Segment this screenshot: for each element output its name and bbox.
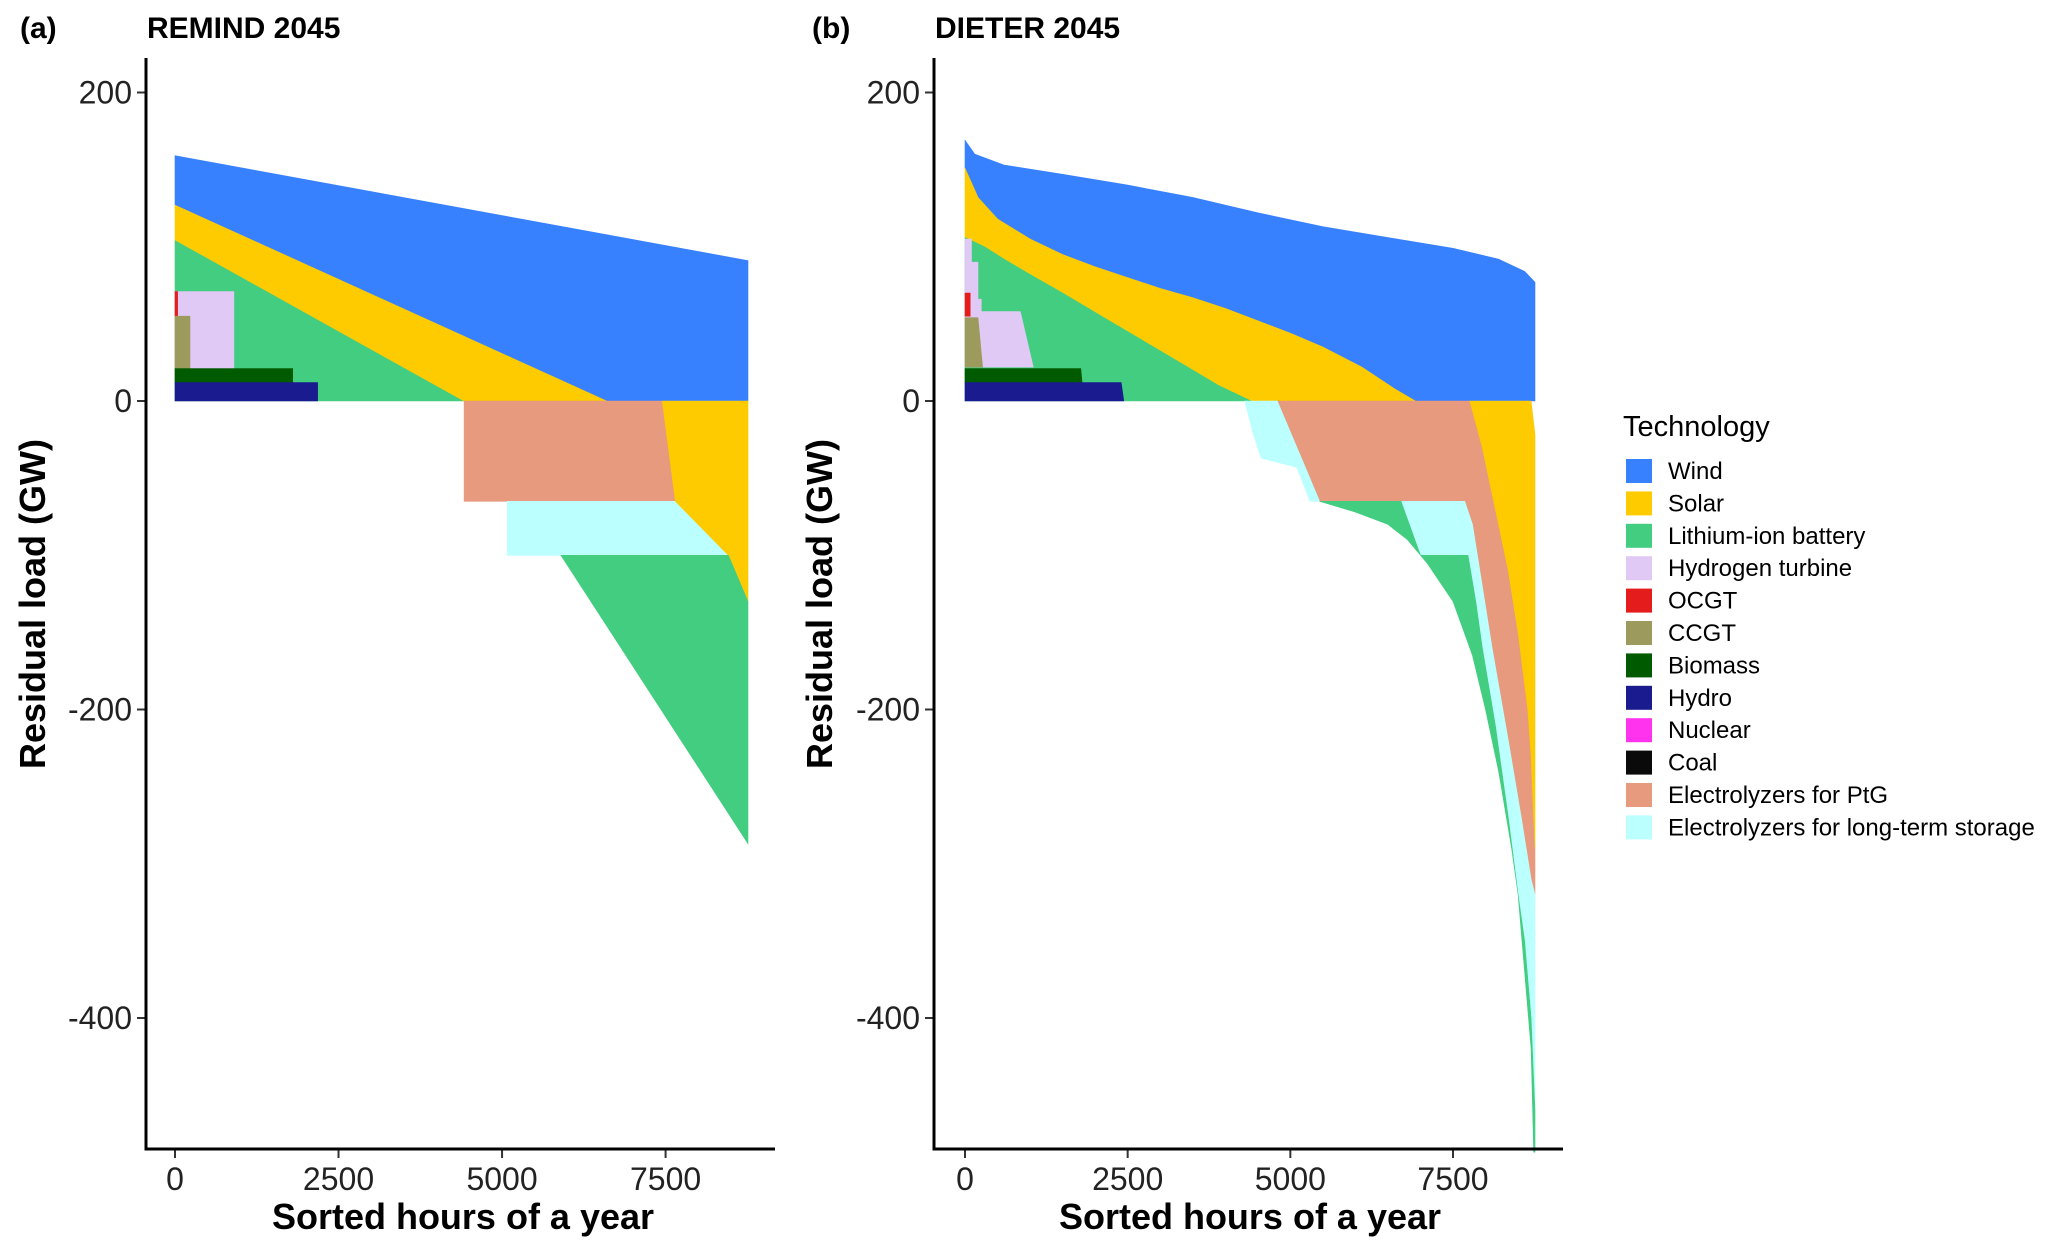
panel-a-x-ticks: 0 2500 5000 7500 <box>166 1149 701 1197</box>
legend-label-ccgt: CCGT <box>1668 620 1736 647</box>
area-hydrogen-3 <box>964 238 1034 368</box>
y-tick-label: -400 <box>856 1000 920 1036</box>
area-lts-9 <box>1244 400 1321 502</box>
x-tick-label: 5000 <box>1255 1161 1326 1197</box>
y-tick-label: 200 <box>79 75 132 111</box>
x-tick-label: 2500 <box>1092 1161 1163 1197</box>
y-tick-label: 200 <box>867 75 920 111</box>
area-ccgt-5 <box>964 317 983 368</box>
legend-swatch-battery <box>1626 523 1652 548</box>
legend-swatch-coal <box>1626 750 1652 775</box>
panel-b-title: DIETER 2045 <box>935 12 1120 45</box>
legend-title: Technology <box>1623 411 1770 443</box>
legend-swatch-ptg <box>1626 783 1652 807</box>
legend-label-ptg: Electrolyzers for PtG <box>1668 782 1888 809</box>
x-tick-label: 7500 <box>630 1161 701 1197</box>
area-battery-11 <box>560 554 749 845</box>
area-ocgt-4 <box>174 291 178 317</box>
legend-label-coal: Coal <box>1668 750 1717 777</box>
y-tick-label: -200 <box>856 692 920 728</box>
legend-swatch-wind <box>1626 459 1652 483</box>
area-biomass-6 <box>964 368 1083 383</box>
x-tick-label: 5000 <box>466 1161 537 1197</box>
area-ccgt-5 <box>174 315 191 369</box>
x-tick-label: 0 <box>166 1161 184 1197</box>
legend-swatch-solar <box>1626 491 1652 516</box>
legend-swatch-biomass <box>1626 653 1652 678</box>
legend-swatch-hydro <box>1626 685 1652 710</box>
legend: Technology Wind Solar Lithium-ion battery H… <box>1623 411 2035 841</box>
panel-a-y-axis-title: Residual load (GW) <box>12 439 53 769</box>
area-ocgt-4 <box>964 292 971 317</box>
area-solar-12 <box>1469 400 1536 849</box>
panel-b-dieter: (b) DIETER 2045 200 0 -200 -400 0 2500 5000 75… <box>799 12 1563 1237</box>
legend-swatch-lts <box>1626 815 1652 840</box>
legend-swatch-nuclear <box>1626 718 1652 743</box>
panel-a-x-axis-title: Sorted hours of a year <box>272 1196 654 1237</box>
legend-label-ocgt: OCGT <box>1668 588 1738 615</box>
area-biomass-6 <box>174 368 294 383</box>
legend-label-solar: Solar <box>1668 490 1724 517</box>
panel-a-y-ticks: 200 0 -200 -400 <box>68 75 146 1036</box>
legend-label-biomass: Biomass <box>1668 652 1760 679</box>
legend-label-lts: Electrolyzers for long-term storage <box>1668 814 2035 841</box>
legend-swatch-ocgt <box>1626 588 1652 613</box>
panel-b-y-axis-title: Residual load (GW) <box>799 439 840 769</box>
area-battery-2 <box>964 237 1252 402</box>
legend-label-nuclear: Nuclear <box>1668 717 1751 744</box>
y-tick-label: 0 <box>114 383 132 419</box>
legend-label-wind: Wind <box>1668 458 1723 485</box>
area-hydro-7 <box>964 382 1125 402</box>
panel-a-areas <box>174 155 749 845</box>
panel-b-x-ticks: 0 2500 5000 7500 <box>956 1149 1489 1197</box>
y-tick-label: -400 <box>68 1000 132 1036</box>
panel-a-title: REMIND 2045 <box>147 12 340 45</box>
legend-label-hydrogen: Hydrogen turbine <box>1668 555 1852 582</box>
x-tick-label: 0 <box>956 1161 974 1197</box>
panel-a-remind: (a) REMIND 2045 200 0 -200 -400 0 2500 5000 75… <box>12 12 775 1237</box>
panel-b-x-axis-title: Sorted hours of a year <box>1059 1196 1441 1237</box>
legend-label-hydro: Hydro <box>1668 685 1732 712</box>
panel-a-tag: (a) <box>20 12 57 45</box>
x-tick-label: 7500 <box>1417 1161 1488 1197</box>
area-hydro-7 <box>174 382 318 402</box>
y-tick-label: -200 <box>68 692 132 728</box>
panel-b-tag: (b) <box>812 12 850 45</box>
legend-swatch-ccgt <box>1626 621 1652 645</box>
area-ptg-8 <box>463 400 676 502</box>
legend-items: Wind Solar Lithium-ion battery Hydrogen tur… <box>1626 458 2035 841</box>
area-battery-11 <box>1319 500 1536 1153</box>
legend-label-battery: Lithium-ion battery <box>1668 523 1865 550</box>
y-tick-label: 0 <box>902 383 920 419</box>
x-tick-label: 2500 <box>303 1161 374 1197</box>
panel-b-areas <box>964 139 1536 1153</box>
panel-b-y-ticks: 200 0 -200 -400 <box>856 75 934 1036</box>
legend-swatch-hydrogen <box>1626 556 1652 581</box>
